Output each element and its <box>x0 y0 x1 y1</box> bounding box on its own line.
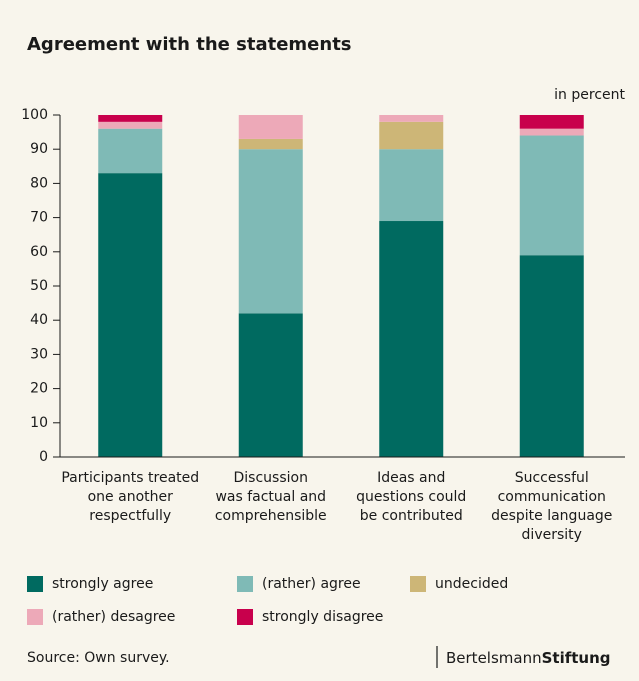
bar-segment <box>98 173 163 457</box>
y-tick-label: 50 <box>30 278 48 294</box>
y-tick-label: 10 <box>30 415 48 431</box>
x-tick-label: Successful communication despite languag… <box>491 470 613 543</box>
bar-segment <box>519 255 584 457</box>
x-tick-label: Participants treated one another respect… <box>61 470 200 524</box>
bar-segment <box>379 221 444 457</box>
legend-swatch <box>237 576 253 592</box>
y-tick-label: 40 <box>30 312 48 328</box>
y-tick-label: 0 <box>39 449 48 465</box>
bar-segment <box>519 135 584 256</box>
bar-segment <box>238 115 303 139</box>
bar-segment <box>379 115 444 122</box>
y-tick-label: 100 <box>21 107 48 123</box>
legend-swatch <box>237 609 253 625</box>
source: Source: Own survey. <box>27 650 170 666</box>
bar-segment <box>379 121 444 150</box>
bar-segment <box>98 128 163 174</box>
legend-label: undecided <box>435 576 508 592</box>
y-tick-label: 20 <box>30 381 48 397</box>
bar-segment <box>98 115 163 122</box>
legend-label: (rather) desagree <box>52 609 175 625</box>
legend-swatch <box>27 576 43 592</box>
legend-label: (rather) agree <box>262 576 361 592</box>
legend-label: strongly agree <box>52 576 153 592</box>
bar-segment <box>519 128 584 136</box>
x-tick-label: Ideas and questions could be contributed <box>356 470 467 524</box>
y-tick-label: 80 <box>30 175 48 191</box>
bar-segment <box>238 149 303 314</box>
y-tick-label: 90 <box>30 141 48 157</box>
bar-segment <box>238 313 303 457</box>
y-tick-label: 70 <box>30 210 48 226</box>
y-tick-label: 60 <box>30 244 48 260</box>
bar-segment <box>519 115 584 129</box>
legend-label: strongly disagree <box>262 609 383 625</box>
legend-swatch <box>410 576 426 592</box>
logo: BertelsmannStiftung <box>446 649 611 667</box>
logo-bold: Stiftung <box>542 649 611 667</box>
logo-light: Bertelsmann <box>446 649 542 667</box>
bar-segment <box>379 149 444 222</box>
chart-title: Agreement with the statements <box>27 34 352 55</box>
unit-label: in percent <box>554 87 625 103</box>
legend-swatch <box>27 609 43 625</box>
x-tick-label: Discussion was factual and comprehensibl… <box>214 470 327 524</box>
bar-segment <box>238 138 303 150</box>
y-tick-label: 30 <box>30 346 48 362</box>
bar-segment <box>98 121 163 129</box>
